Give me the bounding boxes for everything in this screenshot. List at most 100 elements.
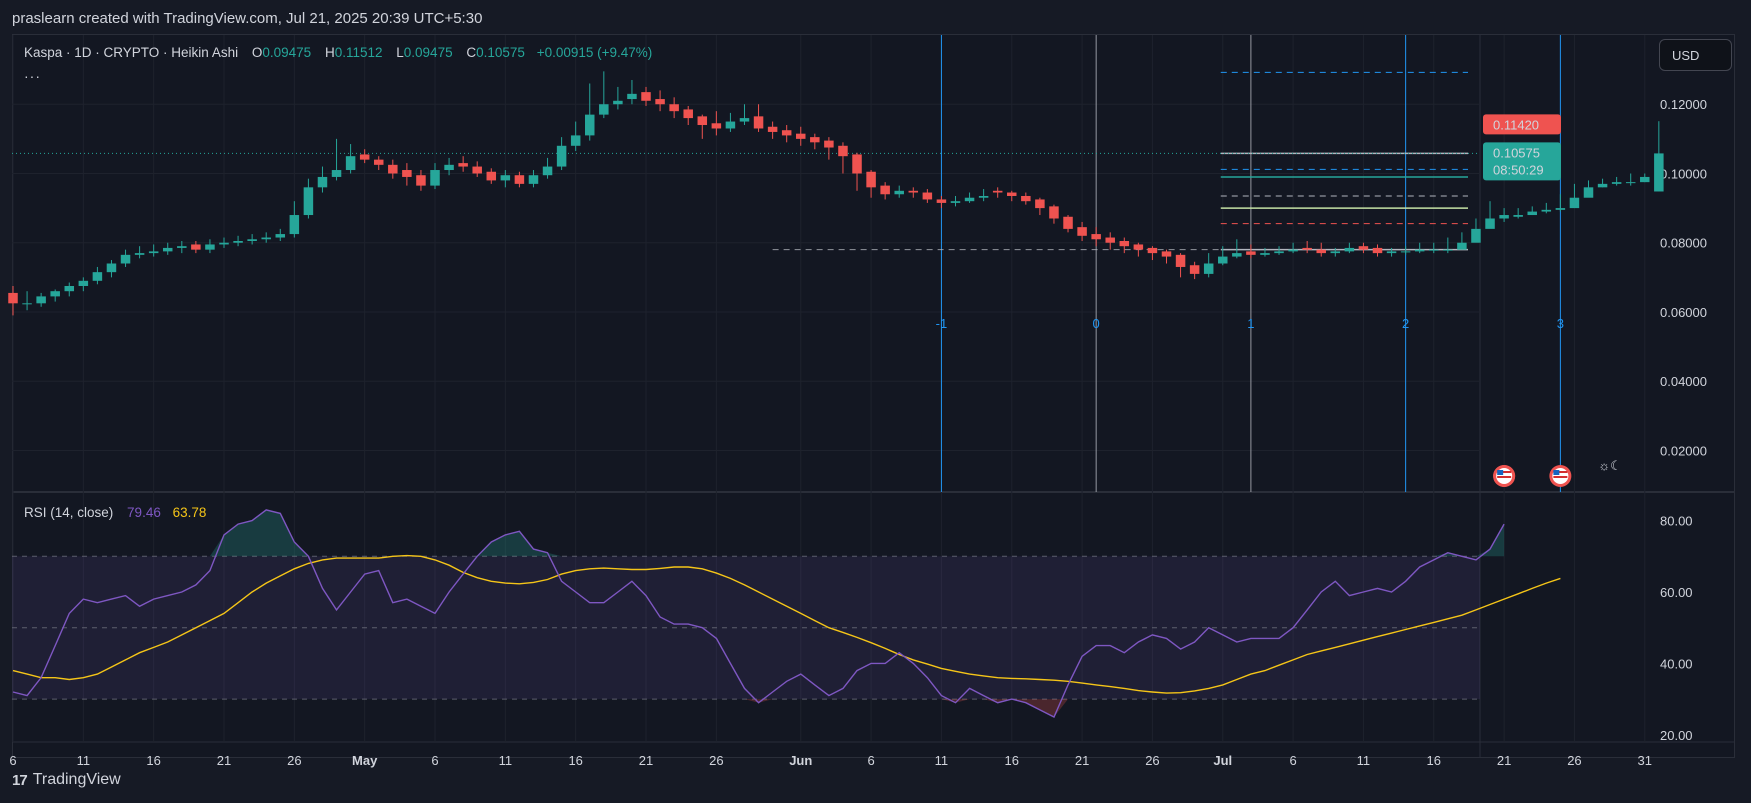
price-tick-label: 0.12000 xyxy=(1660,97,1707,112)
chart-frame[interactable] xyxy=(12,34,1735,758)
footer: 17 TradingView xyxy=(12,771,121,789)
candle-body xyxy=(838,145,848,157)
candle-body xyxy=(1218,256,1228,264)
candle-body xyxy=(345,156,356,171)
flag-stripe xyxy=(1553,471,1568,473)
candle-body xyxy=(1288,249,1298,252)
candle-body xyxy=(1640,176,1650,183)
low-label: L xyxy=(396,45,404,60)
candle-body xyxy=(683,109,693,119)
candle-body xyxy=(978,195,989,198)
currency-label: USD xyxy=(1672,47,1700,63)
candle-body xyxy=(22,303,32,305)
candle-body xyxy=(1527,211,1537,216)
us-flag-event-icon xyxy=(1549,465,1572,487)
flag-canton xyxy=(1553,470,1560,475)
time-tick-label: 21 xyxy=(1497,753,1511,768)
candle-body xyxy=(570,135,581,146)
attribution-text: praslearn created with TradingView.com, … xyxy=(12,10,483,27)
candle-body xyxy=(1414,249,1425,252)
more-options-icon[interactable]: ··· xyxy=(24,68,41,84)
candle-body xyxy=(1077,227,1087,236)
candle-body xyxy=(444,164,454,171)
candle-body xyxy=(1597,183,1608,188)
symbol-label[interactable]: Kaspa · 1D · CRYPTO · Heikin Ashi xyxy=(24,45,239,60)
time-tick-label: 6 xyxy=(9,753,16,768)
candle-body xyxy=(1007,192,1017,196)
candle-body xyxy=(1429,249,1439,251)
candle-body xyxy=(472,166,482,174)
price-tick-label: 0.10000 xyxy=(1660,166,1707,181)
candle-body xyxy=(1021,195,1031,202)
candle-body xyxy=(289,215,300,235)
candle-body xyxy=(317,176,328,188)
candle-body xyxy=(1386,251,1397,254)
candle-body xyxy=(359,154,370,160)
candle-body xyxy=(8,292,18,304)
rsi-value: 79.46 xyxy=(127,505,161,520)
candle-body xyxy=(233,240,243,243)
candle-body xyxy=(964,197,975,202)
candle-body xyxy=(528,175,539,184)
rsi-line xyxy=(12,509,1505,718)
currency-button[interactable]: USD xyxy=(1659,39,1732,71)
candle-body xyxy=(753,116,764,129)
price-tick-label: 0.04000 xyxy=(1660,374,1707,389)
rsi-label[interactable]: RSI (14, close) xyxy=(24,505,114,520)
candle-body xyxy=(120,254,131,264)
candle-body xyxy=(908,190,919,193)
candle-body xyxy=(205,244,215,250)
time-tick-label: Jul xyxy=(1213,753,1232,768)
candle-body xyxy=(880,185,890,195)
candle-body xyxy=(458,163,468,167)
candle-body xyxy=(177,246,187,248)
candle-body xyxy=(824,140,834,148)
candle-body xyxy=(1260,253,1270,255)
candle-body xyxy=(1625,182,1636,184)
close-label: C xyxy=(466,45,477,60)
last-price-label-bg xyxy=(1483,142,1561,181)
time-tick-label: 21 xyxy=(1075,753,1089,768)
candle-body xyxy=(711,123,722,129)
candle-body xyxy=(402,170,412,177)
time-tick-label: 26 xyxy=(709,753,723,768)
candle-body xyxy=(331,170,342,177)
last-price-label: 0.10575 xyxy=(1493,145,1540,160)
time-tick-label: 11 xyxy=(935,753,949,768)
candle-body xyxy=(219,242,229,245)
rsi-overbought-fill xyxy=(13,509,1505,557)
time-tick-label: 16 xyxy=(1005,753,1019,768)
time-tick-label: 16 xyxy=(1427,753,1441,768)
time-tick-label: 26 xyxy=(287,753,301,768)
time-tick-label: 11 xyxy=(77,753,91,768)
candle-body xyxy=(486,171,497,181)
candle-body xyxy=(1358,246,1369,250)
time-tick-label: May xyxy=(352,753,378,768)
high-label: H xyxy=(324,45,335,60)
close-value: 0.10575 xyxy=(476,45,525,60)
candle-body xyxy=(1119,240,1130,247)
price-tick-label: 0.02000 xyxy=(1660,443,1707,458)
candle-body xyxy=(1485,218,1495,229)
candle-body xyxy=(781,130,792,136)
candle-body xyxy=(191,244,201,250)
candle-body xyxy=(1147,247,1158,254)
candle-body xyxy=(1400,251,1411,253)
candle-body xyxy=(1133,244,1144,250)
candle-body xyxy=(514,175,525,184)
flag-stripe xyxy=(1553,476,1568,478)
rsi-tick-label: 80.00 xyxy=(1660,514,1693,529)
candle-body xyxy=(894,190,904,195)
low-value: 0.09475 xyxy=(403,45,453,60)
time-tick-label: 11 xyxy=(1357,753,1371,768)
candle-body xyxy=(1541,209,1552,212)
time-tick-label: 31 xyxy=(1638,753,1652,768)
candle-body xyxy=(162,247,173,252)
candle-body xyxy=(1583,187,1594,198)
candle-body xyxy=(134,253,145,255)
candle-body xyxy=(1555,208,1566,210)
rsi-tick-label: 40.00 xyxy=(1660,656,1693,671)
time-tick-label: 11 xyxy=(499,753,513,768)
candle-body xyxy=(542,166,553,176)
